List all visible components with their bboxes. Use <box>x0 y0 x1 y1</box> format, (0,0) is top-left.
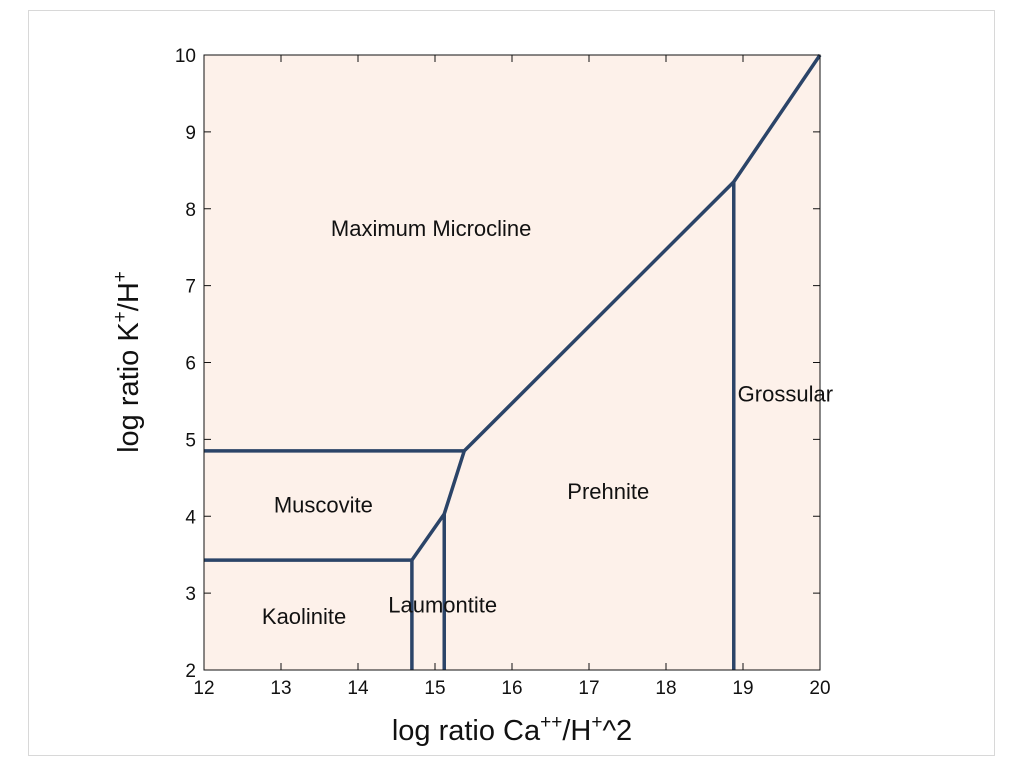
y-tick-label: 8 <box>185 200 196 221</box>
region-label: Grossular <box>738 381 833 406</box>
y-tick-label: 5 <box>185 430 196 451</box>
region-label: Muscovite <box>274 493 373 518</box>
y-tick-label: 9 <box>185 123 196 144</box>
y-tick-label: 3 <box>185 584 196 605</box>
plot-area <box>204 55 820 670</box>
boundary-line-diagonal-boundary <box>410 54 822 562</box>
x-tick-label: 15 <box>424 678 445 699</box>
region-label: Kaolinite <box>262 604 346 629</box>
x-tick-label: 16 <box>501 678 522 699</box>
x-tick-label: 19 <box>732 678 753 699</box>
y-tick-label: 6 <box>185 354 196 375</box>
y-tick-label: 2 <box>185 661 196 682</box>
x-tick-label: 14 <box>347 678 369 699</box>
region-label: Maximum Microcline <box>331 216 531 241</box>
x-axis-label: log ratio Ca++/H+^2 <box>392 712 632 747</box>
x-tick-label: 12 <box>193 678 214 699</box>
y-axis-label: log ratio K+/H+ <box>110 271 145 453</box>
y-tick-label: 10 <box>175 46 196 67</box>
y-tick-label: 7 <box>185 277 196 298</box>
x-tick-label: 17 <box>578 678 599 699</box>
x-tick-label: 13 <box>270 678 291 699</box>
plot-border <box>203 54 821 671</box>
figure-frame <box>28 10 995 756</box>
x-tick-label: 20 <box>809 678 830 699</box>
region-label: Laumontite <box>388 593 497 618</box>
region-label: Prehnite <box>567 479 649 504</box>
x-tick-label: 18 <box>655 678 676 699</box>
y-tick-label: 4 <box>185 507 196 528</box>
